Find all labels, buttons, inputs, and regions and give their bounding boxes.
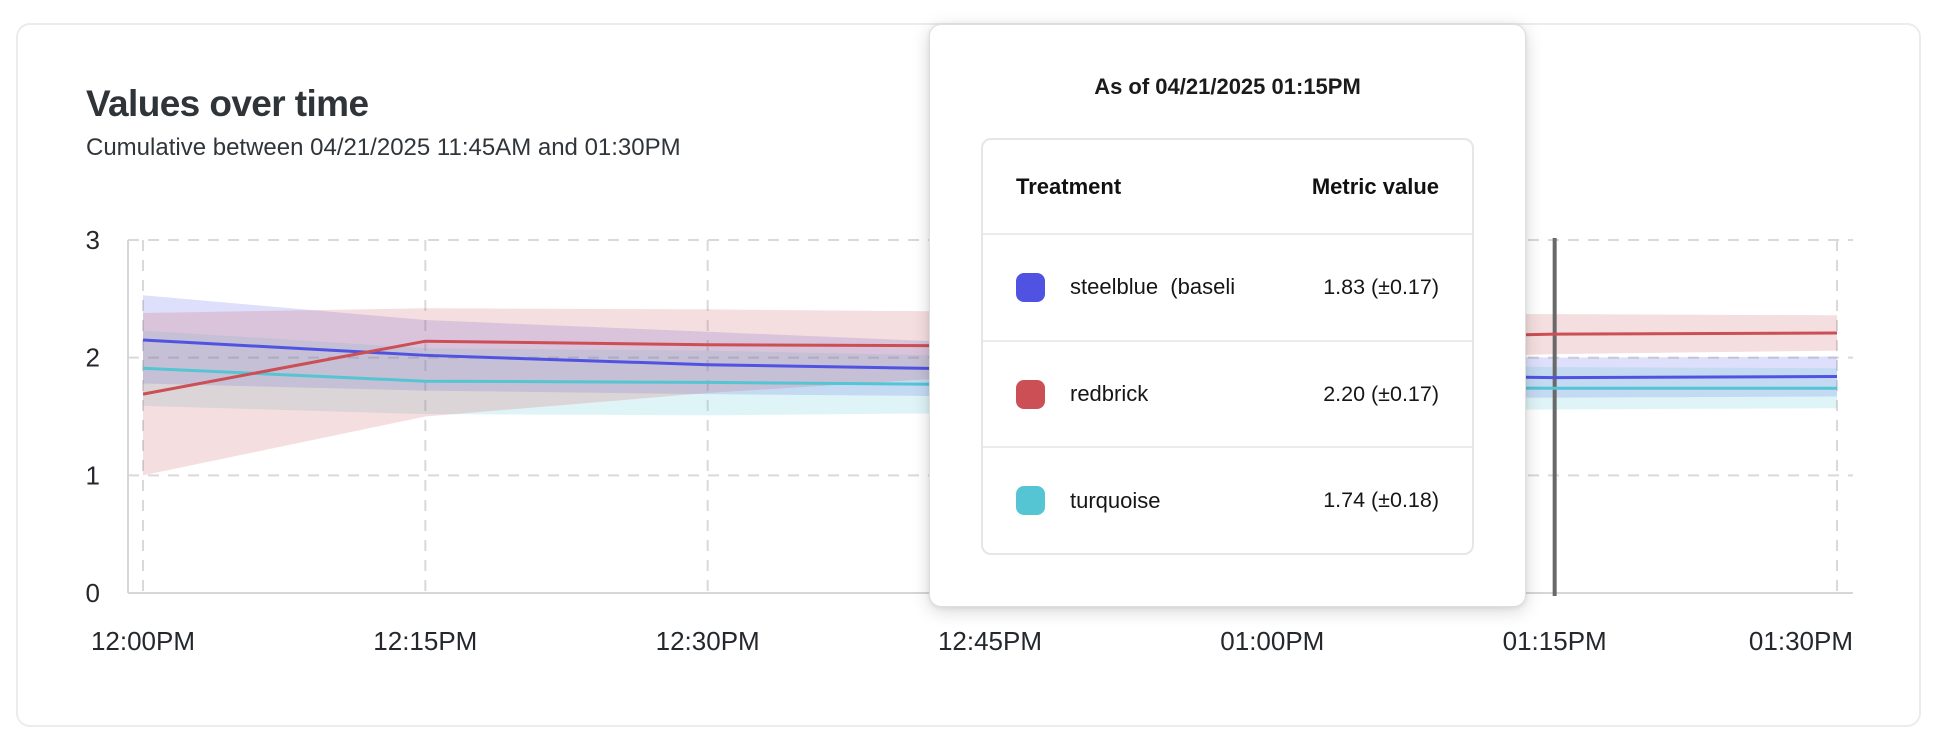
treatment-label: turquoise <box>1070 487 1161 513</box>
tooltip-table-header: Treatment Metric value <box>983 140 1472 235</box>
tick-labels: 0 1 2 3 12:00PM 12:15PM 12:30PM 12:45PM 01:00PM 0… <box>86 225 1853 656</box>
tooltip-table: Treatment Metric value steelblue (baseli… <box>981 138 1474 555</box>
metric-value: 2.20 (±0.17) <box>1323 381 1439 406</box>
chart-title: Values over time <box>86 83 369 124</box>
metric-value: 1.83 (±0.17) <box>1323 274 1439 299</box>
tooltip-row-turquoise: turquoise 1.74 (±0.18) <box>983 448 1472 553</box>
chart-hover-tooltip: As of 04/21/2025 01:15PM Treatment Metri… <box>929 24 1526 607</box>
tooltip-row-redbrick: redbrick 2.20 (±0.17) <box>983 342 1472 449</box>
x-tick-label: 12:30PM <box>656 626 760 656</box>
y-tick-label: 0 <box>86 578 100 608</box>
x-tick-label: 12:00PM <box>91 626 195 656</box>
x-tick-label: 12:15PM <box>373 626 477 656</box>
column-metric-value: Metric value <box>1311 173 1439 199</box>
y-tick-label: 1 <box>86 460 100 490</box>
chart-subtitle: Cumulative between 04/21/2025 11:45AM an… <box>86 134 681 161</box>
x-tick-label: 01:15PM <box>1503 626 1607 656</box>
turquoise-swatch <box>1016 486 1045 516</box>
steelblue-swatch <box>1016 272 1045 302</box>
x-tick-label: 12:45PM <box>938 626 1042 656</box>
tooltip-row-steelblue: steelblue (baseli 1.83 (±0.17) <box>983 235 1472 342</box>
redbrick-swatch <box>1016 379 1045 409</box>
metric-value: 1.74 (±0.18) <box>1323 488 1439 513</box>
tooltip-title: As of 04/21/2025 01:15PM <box>1094 74 1361 99</box>
treatment-label: steelblue (baseli <box>1070 274 1236 300</box>
y-tick-label: 2 <box>86 343 100 373</box>
x-tick-label: 01:00PM <box>1220 626 1324 656</box>
y-tick-label: 3 <box>86 225 100 255</box>
treatment-label: redbrick <box>1070 381 1149 406</box>
column-treatment: Treatment <box>1016 173 1122 199</box>
x-tick-label: 01:30PM <box>1749 626 1853 656</box>
